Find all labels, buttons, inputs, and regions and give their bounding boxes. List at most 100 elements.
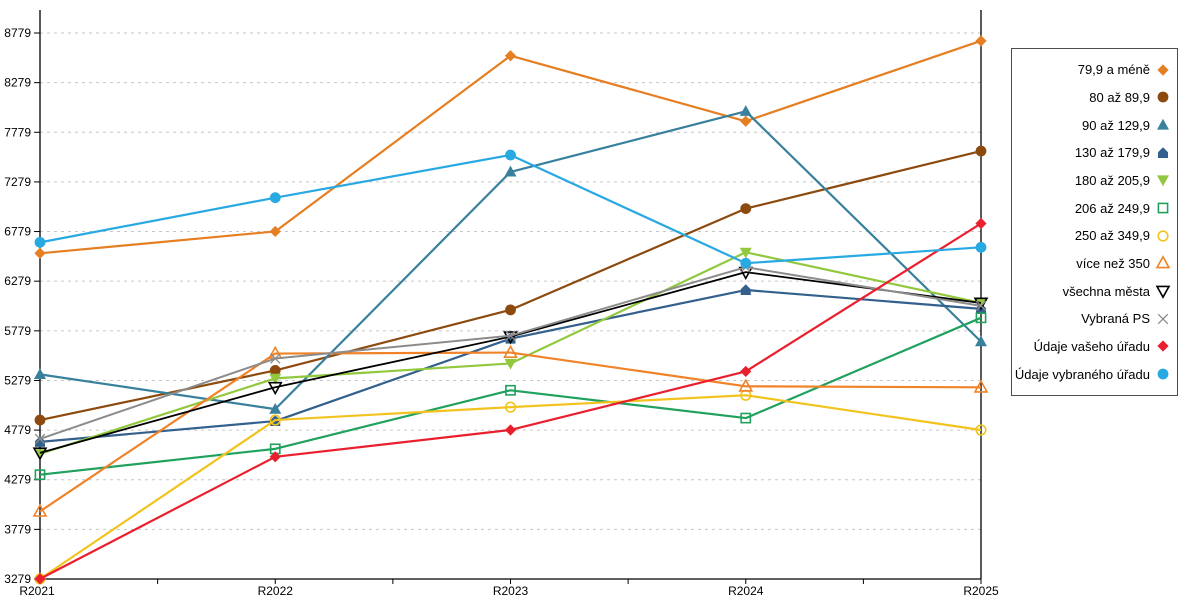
legend-item: 79,9 a méně (1018, 62, 1171, 78)
y-tick-label: 4279 (4, 473, 31, 487)
marker (1157, 202, 1169, 214)
legend-marker-icon (1155, 285, 1171, 299)
legend-label: Údaje vybraného úřadu (1014, 366, 1150, 382)
y-tick-label: 3279 (4, 572, 31, 586)
marker (1158, 146, 1168, 158)
marker (34, 573, 46, 585)
legend-label: 79,9 a méně (1077, 62, 1150, 78)
series (34, 149, 987, 269)
marker (505, 330, 516, 341)
marker (740, 365, 752, 378)
y-tick-label: 3779 (4, 522, 31, 536)
legend-marker-icon (1158, 146, 1168, 158)
legend-marker-icon (1157, 313, 1169, 324)
marker (504, 50, 517, 62)
marker (975, 145, 987, 157)
legend-label: všechna města (1062, 283, 1150, 299)
x-tick-label: R2023 (493, 584, 529, 598)
marker (740, 257, 752, 269)
series (34, 35, 987, 259)
marker (505, 149, 516, 161)
marker (975, 335, 987, 347)
series-line (39, 316, 982, 476)
marker (740, 115, 752, 127)
legend-item: 90 až 129,9 (1018, 117, 1171, 133)
marker (34, 236, 46, 248)
legend-label: Údaje vašeho úřadu (1033, 338, 1150, 354)
marker (1157, 64, 1169, 76)
marker (269, 192, 281, 204)
marker (267, 381, 283, 396)
x-tick-label: R2021 (19, 584, 55, 598)
marker (269, 402, 282, 414)
legend-item: všechna města (1018, 283, 1171, 299)
marker (739, 105, 752, 116)
legend-item: Údaje vybraného úřadu (1014, 366, 1171, 382)
legend-item: 206 až 249,9 (1018, 200, 1171, 216)
marker (1157, 230, 1169, 242)
marker (34, 469, 46, 481)
marker (975, 424, 987, 436)
marker (975, 35, 987, 47)
marker (1157, 368, 1169, 380)
legend-marker-icon (1157, 340, 1169, 352)
marker (1155, 255, 1171, 269)
legend-label: 130 až 179,9 (1074, 145, 1150, 161)
legend-item: Vybraná PS (1018, 311, 1171, 327)
series-line (39, 351, 982, 513)
marker (503, 344, 518, 358)
legend-marker-icon (1157, 175, 1169, 187)
marker (1157, 118, 1169, 130)
marker (505, 304, 516, 316)
gridlines (40, 32, 981, 530)
x-tick-label: R2025 (963, 584, 999, 598)
x-tick-label: R2022 (258, 584, 294, 598)
marker (34, 414, 46, 426)
legend-marker-icon (1157, 92, 1169, 103)
y-tick-label: 7279 (4, 175, 31, 189)
x-tick-label: R2024 (728, 584, 764, 598)
series-line (39, 222, 982, 580)
marker (269, 365, 281, 376)
y-tick-label: 8779 (4, 26, 31, 40)
legend-item: Údaje vašeho úřadu (1018, 338, 1171, 354)
marker (34, 368, 46, 379)
legend: 79,9 a méně 80 až 89,9 90 až 129,9 130 až 1… (1011, 48, 1178, 396)
legend-marker-icon (1157, 118, 1169, 130)
y-tick-label: 7779 (4, 125, 31, 139)
marker (1157, 340, 1169, 352)
legend-label: Vybraná PS (1081, 311, 1150, 327)
y-tick-label: 5279 (4, 373, 31, 387)
series (34, 105, 987, 414)
marker (1157, 313, 1169, 324)
legend-item: 80 až 89,9 (1018, 89, 1171, 105)
series (34, 312, 987, 481)
marker (32, 447, 48, 461)
axes: 3279 3779 4279 4779 5279 5779 6279 6779 7279 7779… (4, 10, 999, 598)
marker (32, 503, 48, 517)
series (32, 344, 989, 517)
series (34, 261, 987, 445)
legend-marker-icon (1155, 255, 1171, 269)
marker (739, 247, 752, 259)
legend-marker-icon (1157, 64, 1169, 76)
marker (505, 384, 516, 396)
legend-label: 180 až 205,9 (1074, 172, 1150, 188)
marker (1157, 92, 1169, 103)
marker (269, 373, 282, 385)
marker (504, 165, 517, 177)
marker (504, 358, 517, 370)
legend-label: 250 až 349,9 (1074, 228, 1150, 244)
legend-label: 206 až 249,9 (1074, 200, 1150, 216)
legend-item: 180 až 205,9 (1018, 172, 1171, 188)
marker (269, 353, 281, 364)
legend-item: 130 až 179,9 (1018, 145, 1171, 161)
marker (34, 433, 46, 445)
series-line (39, 394, 982, 580)
marker (34, 247, 46, 259)
marker (975, 300, 987, 312)
legend-marker-icon (1157, 230, 1169, 242)
y-tick-label: 6779 (4, 225, 31, 239)
marker (740, 412, 752, 424)
